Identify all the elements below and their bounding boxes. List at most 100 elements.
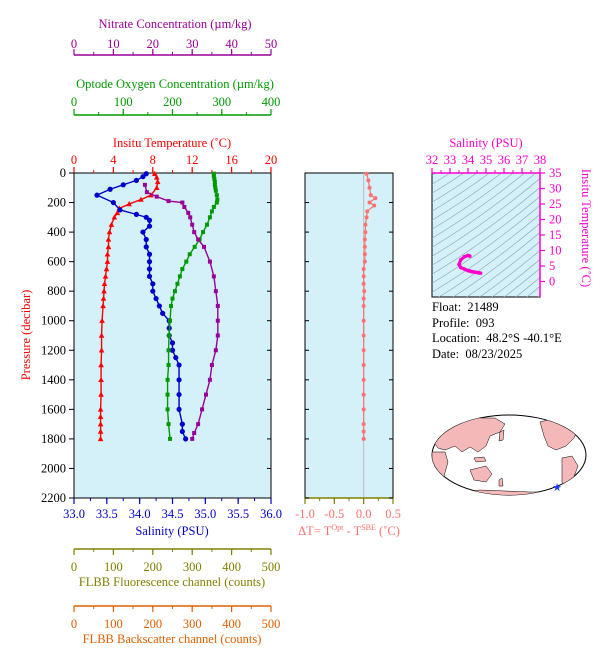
ts-temperature-tick-label: 15 [549, 228, 562, 242]
delta-t-data-point [361, 422, 366, 427]
salinity-data-point [169, 340, 176, 346]
delta-t-data-point [366, 178, 371, 183]
oxygen-data-point [213, 185, 218, 190]
ts-density-contour [422, 17, 550, 109]
float-info: Float: 21489 Profile: 093 Location: 48.2… [432, 300, 562, 362]
ts-density-contour [466, 241, 540, 297]
oxygen-data-point [169, 303, 174, 308]
salinity-data-point [173, 355, 179, 361]
map-greenland [565, 415, 583, 425]
delta-t-tick-label: 0.5 [385, 507, 401, 521]
oxygen-data-point [184, 259, 189, 264]
salinity-tick-label: 36.0 [260, 507, 282, 521]
pressure-tick-label: 600 [47, 255, 66, 269]
salinity-data-point [176, 406, 182, 412]
salinity-data-point [153, 295, 159, 302]
oxygen-data-point [214, 193, 219, 198]
pressure-tick-label: 200 [47, 196, 66, 210]
pressure-tick-label: 2000 [41, 461, 66, 475]
nitrate-tick-label: 20 [147, 37, 160, 51]
ts-density-contour [479, 250, 540, 297]
delta-t-data-point [362, 252, 367, 257]
oxygen-data-point [211, 171, 216, 176]
temperature-tick-label: 12 [186, 153, 199, 167]
salinity-data-point [146, 251, 153, 257]
temperature-data-point [106, 229, 113, 235]
location-row: Location: 48.2°S -40.1°E [432, 331, 562, 347]
ts-data-point [462, 254, 467, 259]
ts-data-point [462, 267, 467, 271]
ts-density-contour [432, 173, 478, 203]
oxygen-axis-label: Optode Oxygen Concentration (µm/kg) [76, 77, 274, 91]
fluorescence-tick-label: 100 [104, 560, 123, 574]
oxygen-tick-label: 300 [212, 95, 231, 109]
oxygen-data-point [211, 173, 216, 178]
delta-t-label-sup1: Opt [331, 523, 344, 532]
salinity-axis-label: Salinity (PSU) [135, 524, 208, 538]
backscatter-tick-label: 100 [104, 617, 123, 631]
nitrate-data-point [213, 348, 218, 353]
oxygen-data-point [165, 377, 170, 382]
map-new-zealand [498, 477, 504, 487]
ts-temperature-tick-label: 25 [549, 197, 562, 211]
ts-density-contour [432, 173, 465, 194]
delta-t-data-point [361, 296, 366, 301]
oxygen-data-point [187, 252, 192, 257]
nitrate-data-point [142, 182, 147, 187]
ts-temperature-tick-label: 10 [549, 244, 562, 258]
ts-data-point [459, 265, 463, 270]
salinity-data-point [117, 207, 123, 213]
ts-salinity-tick-label: 36 [498, 153, 511, 167]
delta-t-label-sup2: SBE [361, 523, 376, 532]
fluorescence-tick-label: 300 [183, 560, 202, 574]
temperature-data-point [97, 428, 104, 434]
pressure-tick-label: 1200 [41, 343, 66, 357]
delta-t-data-point [368, 193, 373, 198]
ts-density-contour [432, 214, 540, 293]
nitrate-data-point [196, 422, 201, 427]
oxygen-data-point [213, 188, 218, 193]
profile-label: Profile: [432, 315, 470, 330]
nitrate-tick-label: 10 [107, 37, 120, 51]
delta-t-data-point [362, 259, 367, 264]
delta-t-data-point [361, 407, 366, 412]
nitrate-data-point [196, 237, 201, 242]
nitrate-data-point [207, 377, 212, 382]
ts-density-contour [432, 173, 491, 212]
ts-temperature-tick-label: 35 [549, 166, 562, 180]
temperature-data-point [97, 406, 104, 412]
delta-t-data-point [373, 196, 378, 201]
temperature-data-point [97, 435, 104, 442]
delta-t-data-point [365, 209, 370, 214]
map-indonesia [473, 456, 487, 463]
profile-value: 093 [475, 315, 495, 330]
oxygen-data-point [166, 363, 171, 368]
delta-t-axis-label: ΔT= TOpt - TSBE (˚C) [298, 523, 400, 538]
delta-t-data-point [361, 436, 366, 441]
temperature-data-point [111, 214, 118, 220]
oxygen-data-point [168, 318, 173, 323]
delta-t-data-point [361, 267, 366, 272]
nitrate-data-point [211, 274, 216, 279]
salinity-data-point [179, 428, 185, 435]
ts-density-contour [452, 232, 540, 297]
oxygen-data-point [168, 436, 173, 441]
ts-density-contour [432, 178, 540, 257]
delta-t-panel: -1.0 -0.5 0.0 0.5 [295, 171, 401, 521]
nitrate-data-point [166, 199, 171, 204]
map-australia [469, 465, 493, 483]
temperature-data-point [102, 273, 109, 279]
temperature-data-point [148, 192, 154, 198]
nitrate-data-point [190, 222, 195, 227]
delta-t-data-point [361, 274, 366, 279]
delta-t-data-point [362, 289, 367, 294]
delta-t-data-point [364, 215, 369, 220]
delta-t-tick-label: -0.5 [324, 507, 344, 521]
delta-t-data-point [362, 237, 367, 242]
fluorescence-tick-label: 400 [222, 560, 241, 574]
nitrate-tick-label: 0 [71, 37, 77, 51]
ts-density-contour [503, 268, 540, 297]
temperature-data-point [97, 421, 104, 427]
pressure-tick-label: 2200 [41, 491, 66, 505]
